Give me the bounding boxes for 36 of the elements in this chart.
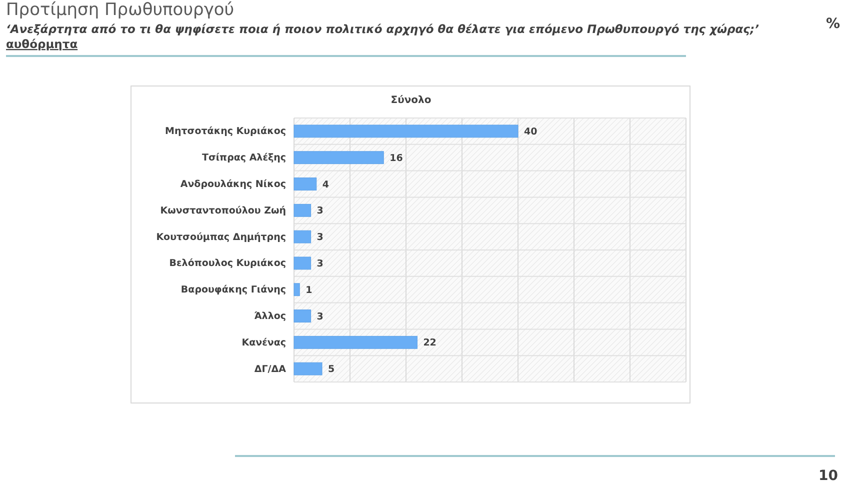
text: αυθόρμητα: [6, 37, 78, 51]
data-label: 40: [524, 126, 538, 138]
bar: [294, 310, 312, 322]
y-tick-label: Μητσοτάκης Κυριάκος: [165, 126, 286, 138]
data-label: 3: [316, 311, 324, 322]
y-tick-label: Κανένας: [242, 337, 286, 348]
y-tick-label: Βελόπουλος Κυριάκος: [169, 258, 286, 270]
data-label: 5: [328, 364, 335, 376]
bar: [294, 204, 312, 217]
data-label: 1: [306, 284, 312, 296]
y-tick-label: ΔΓ/ΔΑ: [254, 364, 287, 375]
y-tick-label: Ανδρουλάκης Νίκος: [180, 179, 286, 190]
data-label: 3: [316, 206, 324, 217]
data-label: 3: [316, 232, 324, 244]
bar: [294, 230, 312, 244]
data-label: 3: [316, 258, 324, 270]
chart-subtitle: ‘Ανεξάρτητα από το τι θα ψηφίσετε ποια ή ποιον πολιτικό αρχηγό θα θέλατε για επόμενο Πρωθυπουργό της χώρας;’: [6, 22, 760, 36]
bar: [294, 362, 322, 376]
bar: [294, 336, 418, 349]
bar: [294, 124, 518, 138]
data-label: 16: [390, 152, 404, 164]
y-tick-label: Τσίπρας Αλέξης: [202, 152, 286, 164]
data-label: 22: [423, 338, 436, 349]
y-tick-label: Άλλος: [254, 311, 286, 322]
text: %: [826, 16, 840, 32]
bar: [294, 178, 317, 190]
data-label: 4: [322, 179, 330, 190]
text: 10: [818, 468, 838, 484]
y-tick-label: Κουτσούμπας Δημήτρης: [156, 232, 286, 243]
bar: [294, 283, 300, 296]
text: Σύνολο: [390, 95, 432, 106]
bar: [294, 151, 384, 164]
bar: [294, 256, 312, 270]
text: Προτίμηση Πρωθυπουργού: [6, 0, 234, 20]
y-tick-label: Κωνσταντοπούλου Ζωή: [160, 205, 286, 216]
y-tick-label: Βαρουφάκης Γιάνης: [180, 284, 286, 296]
